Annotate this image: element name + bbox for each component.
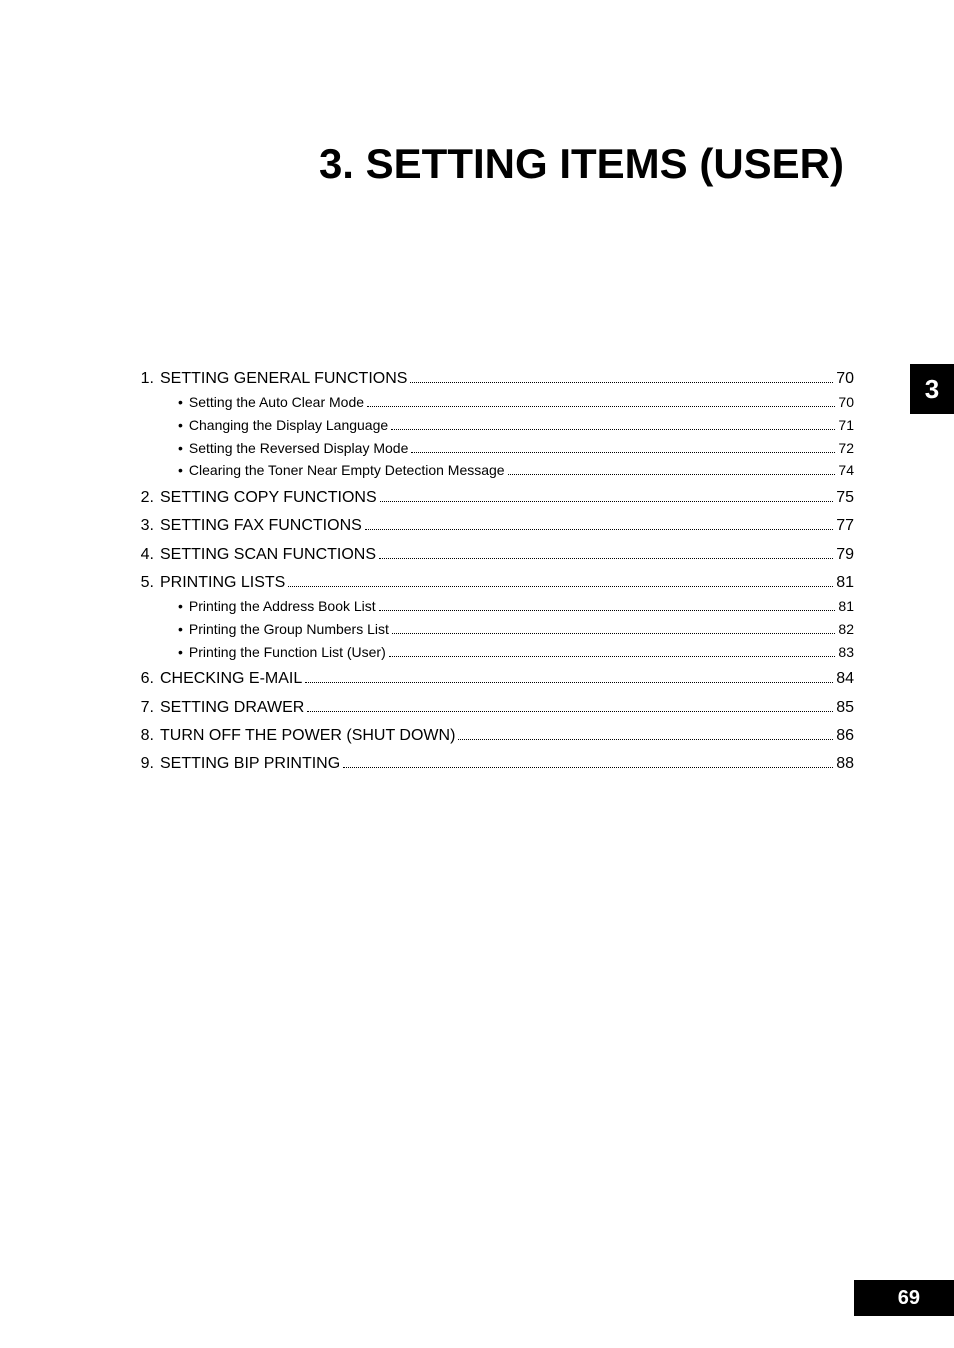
toc-subentry[interactable]: • Printing the Function List (User) 83 [130,643,854,663]
toc-entry[interactable]: 8. TURN OFF THE POWER (SHUT DOWN) 86 [130,725,854,747]
toc-entry[interactable]: 9. SETTING BIP PRINTING 88 [130,753,854,775]
toc-number: 3. [130,515,154,537]
toc-entry[interactable]: 4. SETTING SCAN FUNCTIONS 79 [130,544,854,566]
toc-subentry[interactable]: • Printing the Group Numbers List 82 [130,620,854,640]
toc-label: PRINTING LISTS [160,572,285,594]
page-number: 69 [898,1287,920,1310]
toc-page: 70 [838,393,854,413]
toc-page: 84 [836,668,854,690]
toc-leader [305,669,833,683]
toc-leader [392,621,836,634]
toc-sublabel: Printing the Function List (User) [189,643,386,663]
toc-leader [365,516,833,530]
toc-entry[interactable]: 5. PRINTING LISTS 81 [130,572,854,594]
toc-page: 70 [836,368,854,390]
toc-number: 2. [130,487,154,509]
toc-page: 85 [836,697,854,719]
toc-leader [343,754,833,768]
toc-leader [367,395,835,408]
toc-subentry[interactable]: • Clearing the Toner Near Empty Detection… [130,461,854,481]
toc-label: SETTING DRAWER [160,697,304,719]
toc-leader [508,463,836,476]
toc-page: 79 [836,544,854,566]
toc-leader [389,644,836,657]
toc-page: 77 [836,515,854,537]
toc-subentry[interactable]: • Setting the Auto Clear Mode 70 [130,393,854,413]
toc-label: SETTING GENERAL FUNCTIONS [160,368,407,390]
toc-page: 81 [838,597,854,617]
bullet-icon: • [178,620,183,640]
toc-label: SETTING SCAN FUNCTIONS [160,544,376,566]
toc-label: SETTING COPY FUNCTIONS [160,487,377,509]
bullet-icon: • [178,393,183,413]
toc-sublabel: Printing the Address Book List [189,597,376,617]
toc-leader [410,369,833,383]
toc-entry[interactable]: 6. CHECKING E-MAIL 84 [130,668,854,690]
toc-number: 5. [130,572,154,594]
toc-leader [288,573,833,587]
toc-entry[interactable]: 7. SETTING DRAWER 85 [130,697,854,719]
toc-leader [391,417,835,430]
bullet-icon: • [178,597,183,617]
toc-entry[interactable]: 1. SETTING GENERAL FUNCTIONS 70 [130,368,854,390]
toc-page: 82 [838,620,854,640]
toc-number: 6. [130,668,154,690]
toc-leader [380,487,834,501]
toc-number: 7. [130,697,154,719]
toc-number: 8. [130,725,154,747]
bullet-icon: • [178,643,183,663]
toc-subentry[interactable]: • Setting the Reversed Display Mode 72 [130,439,854,459]
bullet-icon: • [178,439,183,459]
toc-leader [379,599,836,612]
toc-label: TURN OFF THE POWER (SHUT DOWN) [160,725,455,747]
page-number-bar: 69 [854,1280,954,1316]
toc-label: SETTING BIP PRINTING [160,753,340,775]
bullet-icon: • [178,461,183,481]
toc-page: 75 [836,487,854,509]
toc-sublabel: Setting the Reversed Display Mode [189,439,408,459]
toc-entry[interactable]: 3. SETTING FAX FUNCTIONS 77 [130,515,854,537]
toc-page: 81 [836,572,854,594]
toc-label: CHECKING E-MAIL [160,668,302,690]
toc-sublabel: Setting the Auto Clear Mode [189,393,364,413]
toc-sublabel: Changing the Display Language [189,416,388,436]
page: 3. SETTING ITEMS (USER) 1. SETTING GENERA… [0,0,954,1348]
toc-page: 74 [838,461,854,481]
toc-number: 1. [130,368,154,390]
toc-subentry[interactable]: • Changing the Display Language 71 [130,416,854,436]
toc-page: 83 [838,643,854,663]
toc-subentry[interactable]: • Printing the Address Book List 81 [130,597,854,617]
toc-label: SETTING FAX FUNCTIONS [160,515,362,537]
toc-number: 4. [130,544,154,566]
toc-number: 9. [130,753,154,775]
toc-entry[interactable]: 2. SETTING COPY FUNCTIONS 75 [130,487,854,509]
toc-sublabel: Clearing the Toner Near Empty Detection … [189,461,505,481]
chapter-title: 3. SETTING ITEMS (USER) [130,140,854,188]
toc-page: 86 [836,725,854,747]
toc-page: 72 [838,439,854,459]
table-of-contents: 1. SETTING GENERAL FUNCTIONS 70 • Setting th… [130,368,854,776]
bullet-icon: • [178,416,183,436]
toc-leader [458,726,833,740]
toc-sublabel: Printing the Group Numbers List [189,620,389,640]
toc-leader [411,440,835,453]
toc-leader [307,697,833,711]
toc-leader [379,544,833,558]
toc-page: 71 [838,416,854,436]
chapter-tab: 3 [910,364,954,414]
toc-page: 88 [836,753,854,775]
